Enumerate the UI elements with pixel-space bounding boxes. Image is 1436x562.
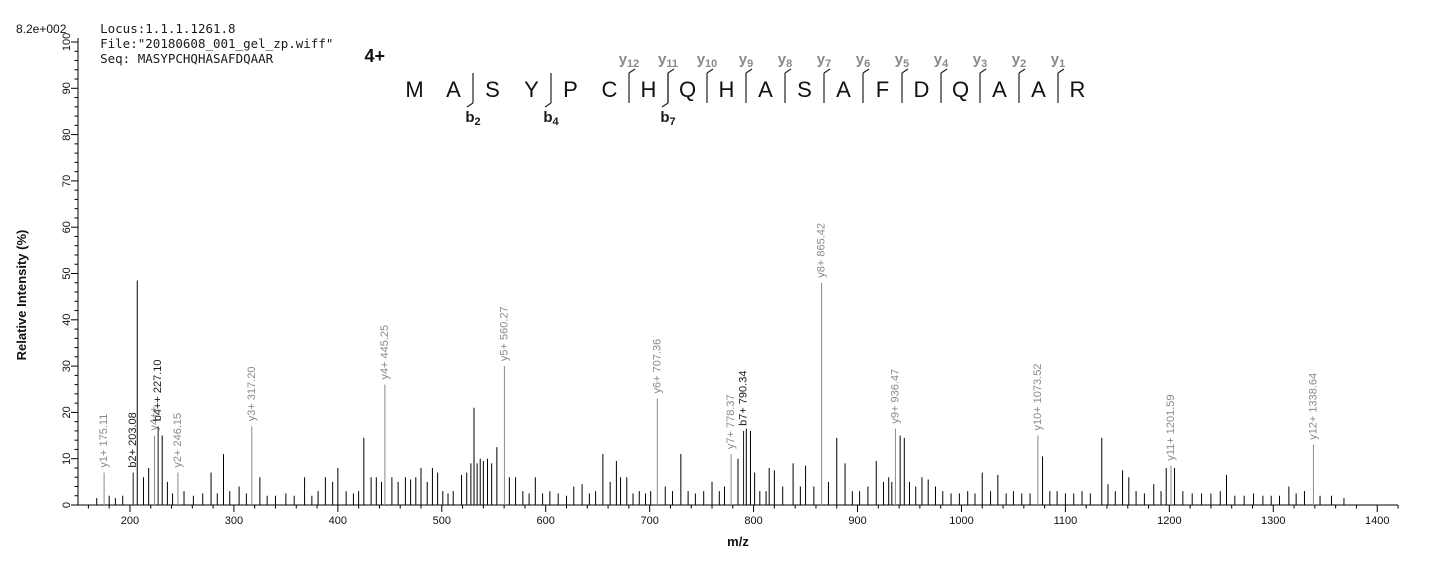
svg-text:300: 300 (225, 515, 243, 527)
svg-text:400: 400 (329, 515, 347, 527)
svg-text:S: S (485, 77, 500, 102)
svg-text:R: R (1070, 77, 1086, 102)
svg-text:C: C (602, 77, 618, 102)
svg-text:1100: 1100 (1054, 515, 1078, 527)
svg-text:M: M (405, 77, 423, 102)
sequence-text: Seq: MASYPCHQHASAFDQAAR (100, 51, 274, 66)
svg-text:0: 0 (61, 502, 73, 508)
svg-text:H: H (719, 77, 735, 102)
svg-text:A: A (836, 77, 851, 102)
svg-text:600: 600 (537, 515, 555, 527)
svg-text:y10: y10 (697, 51, 718, 70)
svg-text:b2+ 203.08: b2+ 203.08 (127, 412, 139, 467)
svg-text:20: 20 (61, 406, 73, 418)
svg-text:A: A (446, 77, 461, 102)
svg-text:Q: Q (679, 77, 696, 102)
svg-text:S: S (797, 77, 812, 102)
svg-text:y5+ 560.27: y5+ 560.27 (498, 306, 510, 361)
svg-text:y3+ 317.20: y3+ 317.20 (246, 367, 258, 422)
svg-text:800: 800 (744, 515, 762, 527)
svg-text:90: 90 (61, 82, 73, 94)
svg-text:y2: y2 (1012, 51, 1026, 70)
svg-text:70: 70 (61, 175, 73, 187)
svg-text:40: 40 (61, 314, 73, 326)
svg-text:y7+ 778.37: y7+ 778.37 (725, 394, 737, 449)
svg-text:P: P (563, 77, 578, 102)
svg-text:b2: b2 (465, 109, 480, 128)
svg-text:y6+ 707.36: y6+ 707.36 (651, 339, 663, 394)
svg-text:b7: b7 (660, 109, 675, 128)
svg-text:y9: y9 (739, 51, 753, 70)
svg-text:100: 100 (61, 33, 73, 51)
svg-text:D: D (914, 77, 930, 102)
svg-text:b4++ 227.10: b4++ 227.10 (152, 359, 164, 421)
file-text: File:"20180608_001_gel_zp.wiff" (100, 36, 334, 51)
svg-text:y10+ 1073.52: y10+ 1073.52 (1032, 364, 1044, 431)
svg-text:y11+ 1201.59: y11+ 1201.59 (1165, 394, 1177, 460)
svg-text:900: 900 (848, 515, 866, 527)
svg-text:1400: 1400 (1365, 515, 1389, 527)
svg-text:y8+ 865.42: y8+ 865.42 (816, 223, 828, 278)
svg-text:Q: Q (952, 77, 969, 102)
svg-text:30: 30 (61, 360, 73, 372)
svg-text:F: F (876, 77, 889, 102)
svg-text:y1+ 175.11: y1+ 175.11 (98, 414, 110, 468)
base-peak-intensity-label: 8.2e+002 (16, 22, 67, 36)
svg-text:A: A (992, 77, 1007, 102)
svg-text:A: A (1031, 77, 1046, 102)
svg-text:1300: 1300 (1261, 515, 1285, 527)
svg-text:y4: y4 (934, 51, 949, 70)
svg-text:H: H (641, 77, 657, 102)
svg-text:80: 80 (61, 128, 73, 140)
svg-text:y7: y7 (817, 51, 831, 70)
svg-text:1000: 1000 (949, 515, 973, 527)
svg-text:y1: y1 (1051, 51, 1065, 70)
svg-text:200: 200 (121, 515, 139, 527)
svg-text:y6: y6 (856, 51, 870, 70)
svg-text:y4++: y4++ (148, 406, 160, 430)
svg-text:50: 50 (61, 267, 73, 279)
svg-text:1200: 1200 (1157, 515, 1181, 527)
svg-text:y3: y3 (973, 51, 987, 70)
svg-text:60: 60 (61, 221, 73, 233)
svg-text:y9+ 936.47: y9+ 936.47 (889, 369, 901, 424)
svg-text:y2+ 246.15: y2+ 246.15 (172, 413, 184, 468)
svg-text:A: A (758, 77, 773, 102)
svg-text:y8: y8 (778, 51, 792, 70)
svg-text:y12: y12 (619, 51, 640, 70)
svg-text:700: 700 (640, 515, 658, 527)
svg-text:b4: b4 (543, 109, 559, 128)
svg-text:y11: y11 (658, 51, 678, 70)
locus-text: Locus:1.1.1.1261.8 (100, 21, 236, 36)
svg-text:y4+ 445.25: y4+ 445.25 (379, 325, 391, 380)
svg-text:10: 10 (61, 453, 73, 465)
svg-text:4+: 4+ (364, 46, 385, 66)
svg-text:b7+ 790.34: b7+ 790.34 (738, 371, 750, 426)
spectrum-header: Locus:1.1.1.1261.8 File:"20180608_001_ge… (70, 6, 347, 81)
svg-text:500: 500 (433, 515, 451, 527)
svg-text:y12+ 1338.64: y12+ 1338.64 (1307, 373, 1319, 440)
svg-text:y5: y5 (895, 51, 909, 70)
x-axis-title: m/z (727, 534, 749, 549)
svg-text:Y: Y (524, 77, 539, 102)
